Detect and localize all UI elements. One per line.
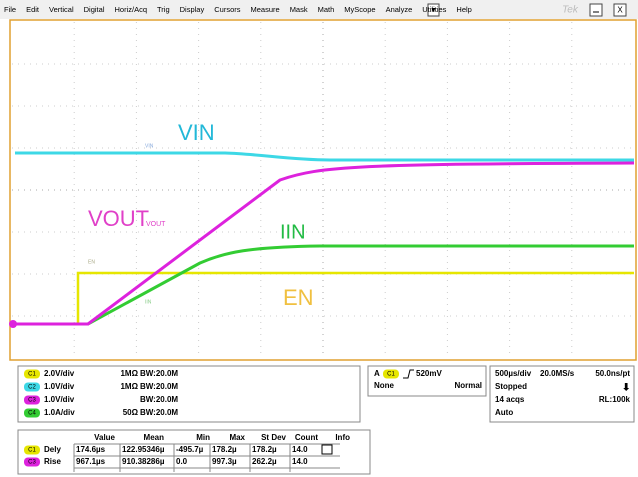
measurement-cell: 997.3µ [212,457,237,466]
horizontal-acqs: 14 acqs [495,395,525,404]
measurement-cell: 0.0 [176,457,188,466]
measurement-header: Min [196,433,210,442]
measurement-cell: -495.7µ [176,445,204,454]
measurement-name: Dely [44,445,61,454]
trigger-source: C1 [387,372,395,378]
minimize-button[interactable] [589,3,603,17]
measurement-cell: 178.2µ [252,445,277,454]
trigger-mode: A [374,369,380,378]
close-button[interactable] [613,3,627,17]
menu-item[interactable]: Analyze [386,5,413,14]
ground-marker [9,320,17,328]
measurement-cell: 122.95346µ [122,445,165,454]
channel-badge-label: C4 [28,411,36,417]
channel-badge-label: C1 [28,372,36,378]
menu-item[interactable]: Measure [251,5,280,14]
horizontal-record: RL:100k [599,395,631,404]
trigger-type: Normal [454,381,482,390]
channel-scale: 2.0V/div [44,369,75,378]
arrow-icon: ⬇ [622,383,630,394]
channel-badge-label: C2 [28,385,36,391]
trace-label: VIN [178,120,215,145]
channel-scale: 1.0V/div [44,395,75,404]
channel-bandwidth: BW:20.0M [140,382,178,391]
menu-item[interactable]: Vertical [49,5,74,14]
menu-dropdown[interactable] [427,3,440,17]
channel-badge [24,408,40,418]
trigger-badge [383,369,399,379]
vin-trace [15,151,634,162]
channel-badge [24,395,40,405]
menu-item[interactable]: Mask [290,5,308,14]
horizontal-panel [489,365,635,423]
measurement-header: Mean [144,433,165,442]
measurement-header: Max [229,433,245,442]
channel-scale: 1.0V/div [44,382,75,391]
horizontal-scale: 500µs/div [495,369,532,378]
horizontal-resolution: 50.0ns/pt [595,369,630,378]
channel-impedance: 1MΩ [120,369,138,378]
channel-badge [24,369,40,379]
trace-label: EN [283,285,314,310]
measurement-cell: 910.38286µ [122,457,165,466]
channel-bandwidth: BW:20.0M [140,395,178,404]
channel-impedance: 1MΩ [120,382,138,391]
trace-label: VOUT [88,206,149,231]
trace-label: IIN [280,221,306,243]
trace-label: VIN [145,143,154,149]
measurement-badge [24,445,40,455]
measurement-panel [17,429,371,475]
trigger-slope [403,369,414,379]
measurement-header: Count [295,433,318,442]
menu-bar [0,0,638,19]
channel-badge [24,382,40,392]
menu-item[interactable]: Edit [26,5,40,14]
menu-item[interactable]: Horiz/Acq [114,5,147,14]
horizontal-mode: Auto [495,408,513,417]
channel-impedance: 50Ω [123,408,139,417]
menu-item[interactable]: Math [318,5,335,14]
menu-item[interactable]: Trig [157,5,170,14]
trace-label: VOUT [146,221,166,228]
channel-panel [17,365,361,423]
menu-item[interactable]: File [4,5,16,14]
trigger-level: 520mV [416,369,442,378]
channel-scale: 1.0A/div [44,408,75,417]
measurement-badge [24,457,40,467]
vout-trace [15,161,635,326]
measurement-badge-label: C3 [28,460,36,466]
measurement-cell: 967.1µs [76,457,106,466]
close-icon: X [617,6,623,15]
measurement-cell: 174.6µs [76,445,106,454]
measurement-name: Rise [44,457,61,466]
measurement-cell: 14.0 [292,445,308,454]
measurement-cell: 14.0 [292,457,308,466]
menu-item[interactable]: Utilities [422,5,446,14]
horizontal-rate: 20.0MS/s [540,369,575,378]
horizontal-state: Stopped [495,382,527,391]
trigger-coupling: None [374,381,395,390]
dropdown-arrow: ▼ [430,7,437,14]
channel-bandwidth: BW:20.0M [140,369,178,378]
measurement-header: Value [94,433,115,442]
menu-item[interactable]: Digital [84,5,105,14]
channel-bandwidth: BW:20.0M [140,408,178,417]
menu-item[interactable]: Display [180,5,205,14]
menu-item[interactable]: Help [456,5,471,14]
measurement-cell: 262.2µ [252,457,277,466]
measurement-header: St Dev [261,433,286,442]
menu-item[interactable]: MyScope [344,5,375,14]
measurement-badge-label: C1 [28,448,36,454]
measurement-cell: 178.2µ [212,445,237,454]
info-icon[interactable] [321,444,333,455]
trace-label: IIN [145,299,152,305]
menu-item[interactable]: Cursors [214,5,241,14]
logo: Tek [562,5,579,16]
iin-trace [15,244,634,326]
trace-label: EN [88,259,95,265]
measurement-header: Info [335,433,350,442]
channel-badge-label: C3 [28,398,36,404]
